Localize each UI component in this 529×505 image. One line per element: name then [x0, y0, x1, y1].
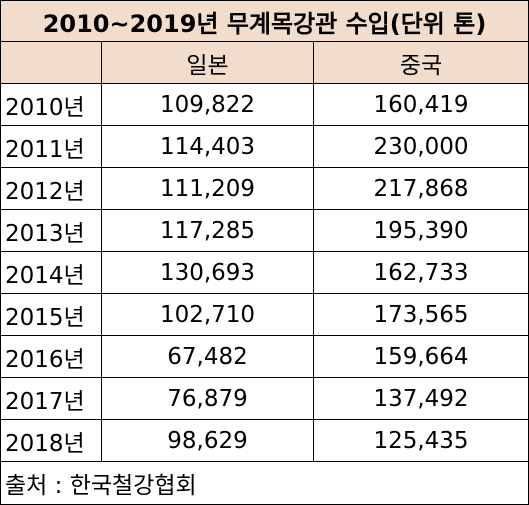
table-row: 2017년 76,879 137,492 — [1, 378, 528, 420]
china-cell: 217,868 — [314, 168, 528, 210]
table-row: 2016년 67,482 159,664 — [1, 336, 528, 378]
table-title-row: 2010~2019년 무계목강관 수입(단위 톤) — [1, 1, 528, 42]
japan-cell: 130,693 — [102, 252, 314, 294]
year-cell: 2015년 — [1, 294, 102, 336]
table-row: 2013년 117,285 195,390 — [1, 210, 528, 252]
china-cell: 162,733 — [314, 252, 528, 294]
table-row: 2011년 114,403 230,000 — [1, 126, 528, 168]
japan-cell: 111,209 — [102, 168, 314, 210]
header-china: 중국 — [314, 42, 528, 84]
china-cell: 125,435 — [314, 420, 528, 462]
table-row: 2012년 111,209 217,868 — [1, 168, 528, 210]
japan-cell: 67,482 — [102, 336, 314, 378]
japan-cell: 76,879 — [102, 378, 314, 420]
japan-cell: 114,403 — [102, 126, 314, 168]
header-year — [1, 42, 102, 84]
japan-cell: 117,285 — [102, 210, 314, 252]
table-header-row: 일본 중국 — [1, 42, 528, 84]
table-row: 2018년 98,629 125,435 — [1, 420, 528, 462]
china-cell: 195,390 — [314, 210, 528, 252]
china-cell: 159,664 — [314, 336, 528, 378]
year-cell: 2013년 — [1, 210, 102, 252]
year-cell: 2011년 — [1, 126, 102, 168]
year-cell: 2010년 — [1, 84, 102, 126]
japan-cell: 102,710 — [102, 294, 314, 336]
china-cell: 173,565 — [314, 294, 528, 336]
year-cell: 2018년 — [1, 420, 102, 462]
japan-cell: 98,629 — [102, 420, 314, 462]
japan-cell: 109,822 — [102, 84, 314, 126]
source-note: 출처 : 한국철강협회 — [5, 473, 197, 499]
table-title: 2010~2019년 무계목강관 수입(단위 톤) — [1, 1, 528, 42]
china-cell: 230,000 — [314, 126, 528, 168]
china-cell: 137,492 — [314, 378, 528, 420]
year-cell: 2017년 — [1, 378, 102, 420]
table-row: 2010년 109,822 160,419 — [1, 84, 528, 126]
table-row: 2015년 102,710 173,565 — [1, 294, 528, 336]
source-row: 출처 : 한국철강협회 — [1, 462, 528, 504]
table-row: 2014년 130,693 162,733 — [1, 252, 528, 294]
year-cell: 2012년 — [1, 168, 102, 210]
year-cell: 2016년 — [1, 336, 102, 378]
year-cell: 2014년 — [1, 252, 102, 294]
china-cell: 160,419 — [314, 84, 528, 126]
header-japan: 일본 — [102, 42, 314, 84]
